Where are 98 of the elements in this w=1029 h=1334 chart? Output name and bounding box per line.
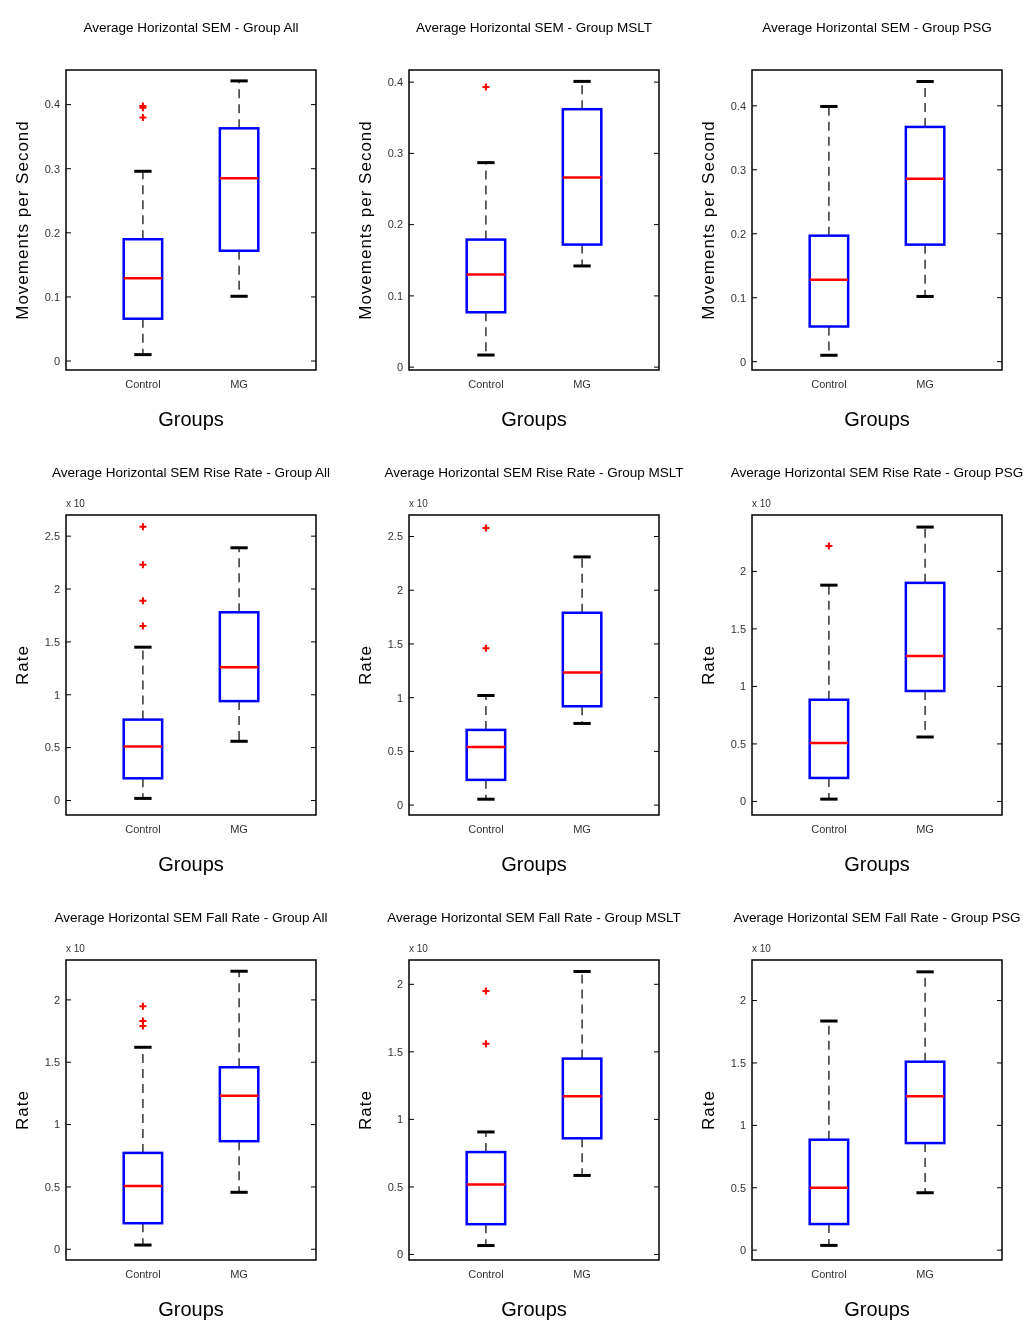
x-tick-label: MG <box>230 823 248 835</box>
x-axis-title: Groups <box>501 408 567 430</box>
text: x 10 <box>66 498 86 509</box>
y-tick-label: 1 <box>53 1118 60 1131</box>
x-axis-title: Groups <box>158 1298 224 1320</box>
y-tick-label: 0.5 <box>387 1180 403 1193</box>
x-tick-label: MG <box>916 378 934 390</box>
x-tick-label: Control <box>125 1268 161 1280</box>
x-tick-label: Control <box>811 378 847 390</box>
x-tick-label: Control <box>811 1268 847 1280</box>
x-tick-label: Control <box>125 378 161 390</box>
x-tick-label: MG <box>573 378 591 390</box>
x-tick-label: MG <box>916 823 934 835</box>
y-tick-label: 2.5 <box>387 530 403 543</box>
y-tick-label: 0 <box>53 354 60 367</box>
y-tick-label: 0.3 <box>730 163 746 176</box>
x-tick-label: MG <box>230 1268 248 1280</box>
text: x 10 <box>409 943 429 954</box>
y-tick-label: 2 <box>396 584 403 597</box>
text: x 10 <box>752 498 772 509</box>
y-tick-label: 1.5 <box>730 1056 746 1069</box>
chart-title: Average Horizontal SEM - Group PSG <box>762 20 992 35</box>
x-axis-title: Groups <box>844 408 910 430</box>
y-tick-label: 0 <box>739 355 746 368</box>
y-axis-title: Movements per Second <box>13 120 32 320</box>
x-axis-title: Groups <box>501 1298 567 1320</box>
y-tick-label: 0.2 <box>730 227 746 240</box>
y-tick-label: 2 <box>396 978 403 991</box>
y-axis-title: Rate <box>356 1090 375 1130</box>
y-axis-title: Rate <box>699 645 718 685</box>
y-tick-label: 0 <box>53 794 60 807</box>
y-tick-label: 2 <box>53 993 60 1006</box>
y-tick-label: 1 <box>396 1113 403 1126</box>
y-tick-label: 2.5 <box>44 530 60 542</box>
y-axis-title: Rate <box>13 1090 32 1130</box>
y-axis-title: Rate <box>356 645 375 685</box>
y-tick-label: 0.5 <box>44 1180 60 1193</box>
y-tick-label: 0.2 <box>44 226 60 239</box>
text: x 10 <box>752 943 772 954</box>
x-axis-title: Groups <box>844 853 910 875</box>
chart-title: Average Horizontal SEM Rise Rate - Group MSLT <box>384 465 684 480</box>
y-tick-label: 0.5 <box>387 745 403 758</box>
y-tick-label: 0 <box>739 795 746 808</box>
chart-title: Average Horizontal SEM Rise Rate - Group All <box>51 465 331 480</box>
y-axis-title: Rate <box>13 645 32 685</box>
chart-title: Average Horizontal SEM - Group All <box>83 20 299 35</box>
y-tick-label: 0 <box>739 1243 746 1256</box>
chart-title: Average Horizontal SEM Fall Rate - Group All <box>54 910 328 925</box>
x-axis-title: Groups <box>501 853 567 875</box>
y-tick-label: 1.5 <box>44 635 60 648</box>
y-tick-label: 1 <box>396 691 403 704</box>
y-tick-label: 0.1 <box>387 289 403 302</box>
y-tick-label: 0.4 <box>387 75 403 88</box>
y-tick-label: 0.4 <box>730 99 746 112</box>
x-tick-label: Control <box>468 823 504 835</box>
y-tick-label: 1 <box>53 688 60 701</box>
x-tick-label: Control <box>811 823 847 835</box>
y-tick-label: 0.5 <box>44 741 60 754</box>
y-tick-label: 0.2 <box>387 218 403 231</box>
y-tick-label: 0.5 <box>730 737 746 750</box>
y-tick-label: 2 <box>739 994 746 1007</box>
chart-title: Average Horizontal SEM - Group MSLT <box>416 20 652 35</box>
y-tick-label: 0 <box>396 1248 403 1261</box>
y-axis-title: Rate <box>699 1090 718 1130</box>
x-axis-title: Groups <box>158 408 224 430</box>
x-tick-label: MG <box>573 823 591 835</box>
y-tick-label: 1 <box>739 1119 746 1132</box>
y-tick-label: 0 <box>396 361 403 373</box>
y-tick-label: 0 <box>53 1243 60 1256</box>
y-tick-label: 0.1 <box>44 290 60 303</box>
chart-title: Average Horizontal SEM Rise Rate - Group PSG <box>730 465 1024 480</box>
text: x 10 <box>409 498 429 509</box>
y-tick-label: 2 <box>53 582 60 595</box>
y-axis-title: Movements per Second <box>356 120 375 320</box>
x-tick-label: Control <box>468 1268 504 1280</box>
x-tick-label: MG <box>916 1268 934 1280</box>
x-axis-title: Groups <box>844 1298 910 1320</box>
y-tick-label: 1.5 <box>44 1056 60 1069</box>
chart-title: Average Horizontal SEM Fall Rate - Group PSG <box>733 910 1021 925</box>
y-tick-label: 0 <box>396 798 403 811</box>
y-tick-label: 1.5 <box>387 1045 403 1058</box>
y-axis-title: Movements per Second <box>699 120 718 320</box>
x-tick-label: MG <box>230 378 248 390</box>
x-tick-label: MG <box>573 1268 591 1280</box>
y-tick-label: 0.3 <box>387 147 403 160</box>
chart-title: Average Horizontal SEM Fall Rate - Group MSLT <box>387 910 681 925</box>
y-tick-label: 1.5 <box>387 637 403 650</box>
x-tick-label: Control <box>125 823 161 835</box>
text: x 10 <box>66 943 86 954</box>
y-tick-label: 0.5 <box>730 1181 746 1194</box>
x-axis-title: Groups <box>158 853 224 875</box>
x-tick-label: Control <box>468 378 504 390</box>
y-tick-label: 1 <box>739 680 746 693</box>
y-tick-label: 2 <box>739 565 746 578</box>
y-tick-label: 0.4 <box>44 98 60 111</box>
y-tick-label: 1.5 <box>730 622 746 635</box>
y-tick-label: 0.3 <box>44 162 60 175</box>
y-tick-label: 0.1 <box>730 291 746 304</box>
